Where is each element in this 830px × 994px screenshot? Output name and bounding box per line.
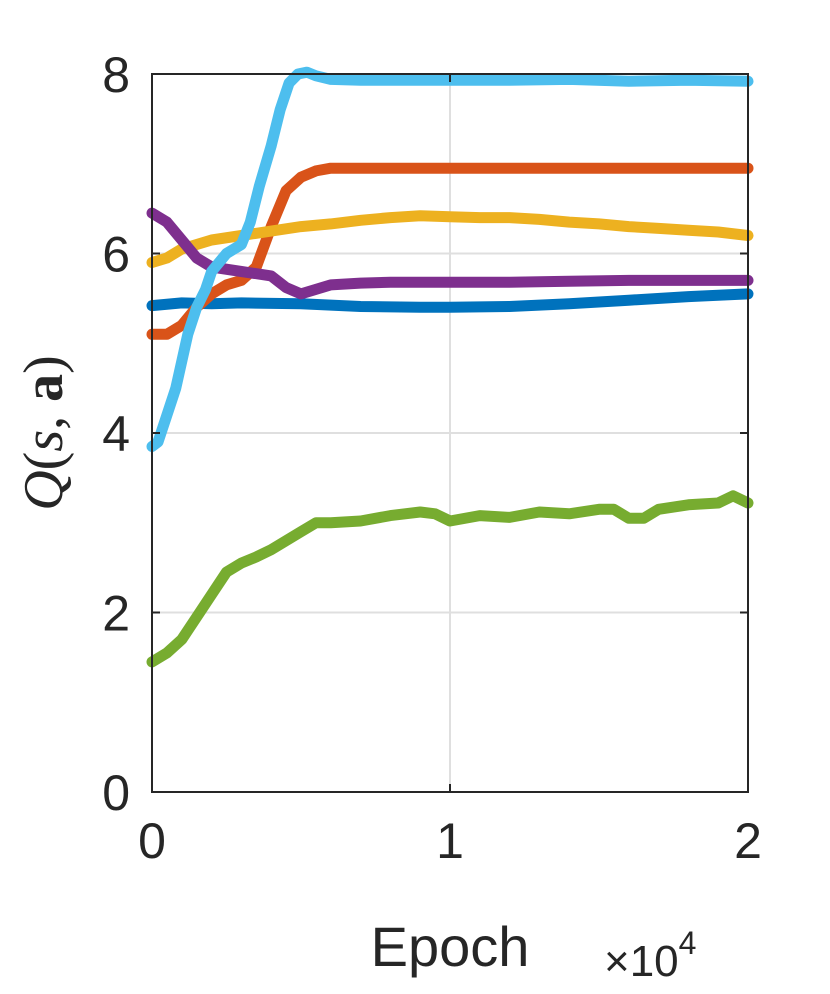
x-tick-labels: 0 1 2	[138, 813, 762, 869]
y-tick-label: 8	[102, 47, 130, 103]
series-line-6	[146, 66, 754, 452]
y-label-s: s	[13, 430, 75, 452]
y-axis-label: Q(s, a)	[13, 355, 75, 511]
x-exponent-base: ×10	[604, 937, 679, 986]
series-line-3	[146, 210, 754, 268]
series-line-5	[146, 490, 754, 668]
series-layer	[146, 66, 754, 668]
y-tick-labels: 0 2 4 6 8	[102, 47, 130, 821]
y-label-close: )	[13, 355, 75, 374]
y-tick-label: 0	[102, 765, 130, 821]
y-tick-label: 2	[102, 586, 130, 642]
x-exponent-power: 4	[679, 925, 697, 961]
series-line-4	[146, 207, 754, 300]
x-exponent-label: ×104	[604, 925, 696, 986]
y-label-open: (	[13, 452, 75, 471]
y-tick-label: 4	[102, 406, 130, 462]
y-label-comma: ,	[13, 402, 75, 430]
x-tick-label: 0	[138, 813, 166, 869]
y-label-q: Q	[13, 470, 75, 510]
x-tick-label: 2	[734, 813, 762, 869]
x-axis-label: Epoch	[371, 915, 530, 978]
tick-marks	[151, 73, 749, 793]
y-label-a: a	[13, 374, 75, 402]
y-tick-label: 6	[102, 227, 130, 283]
x-tick-label: 1	[436, 813, 464, 869]
series-line-1	[146, 288, 754, 313]
